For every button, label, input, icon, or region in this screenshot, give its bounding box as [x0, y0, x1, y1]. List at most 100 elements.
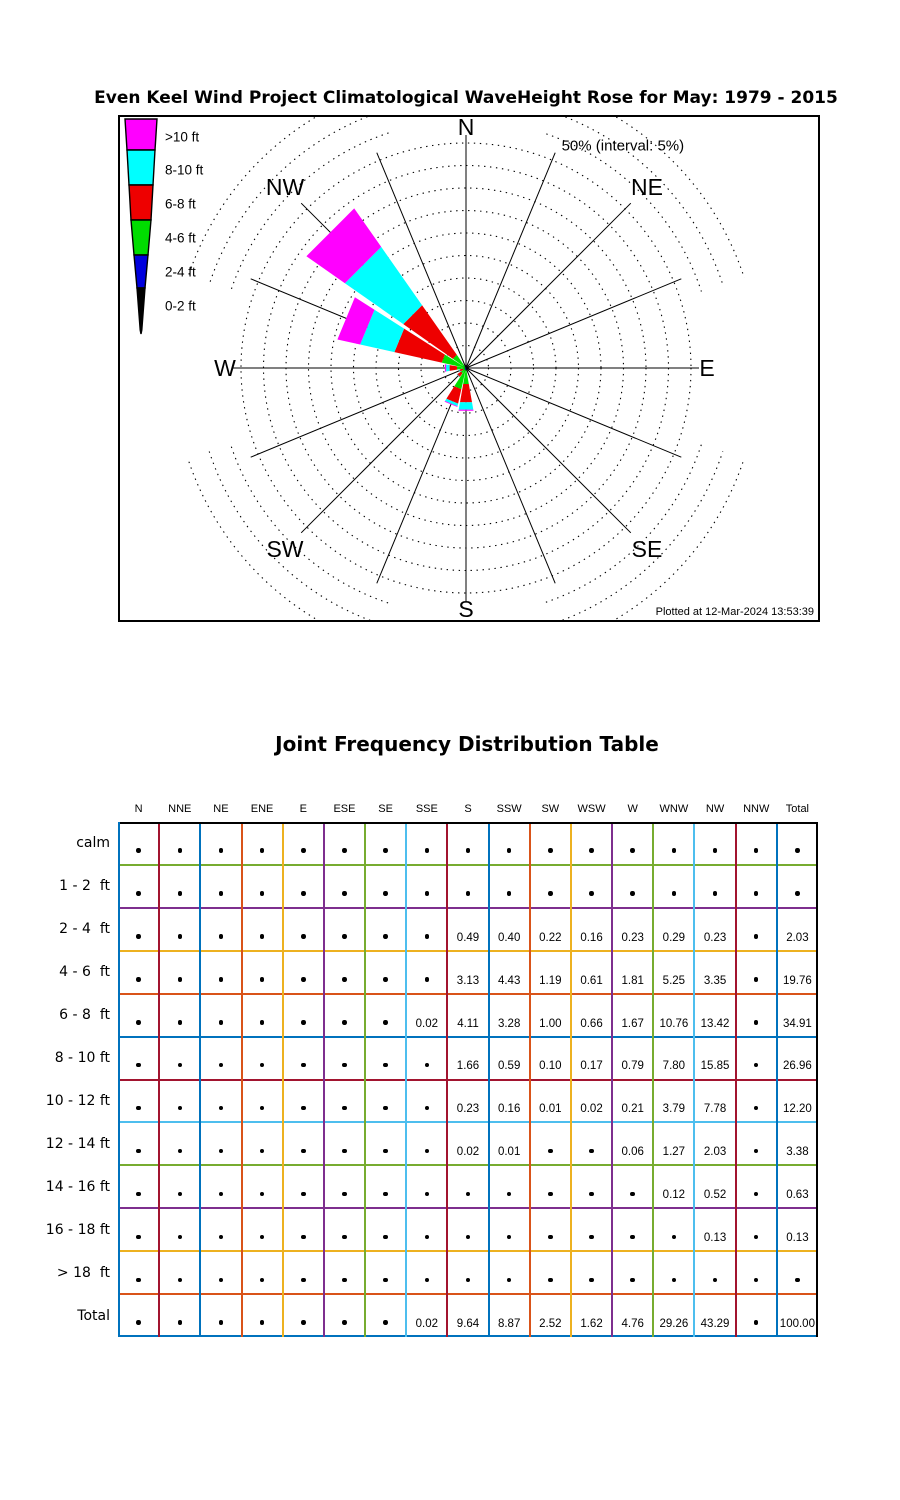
- petal-segment-ssw: [446, 386, 462, 404]
- empty-value-dot: [218, 1105, 224, 1111]
- empty-value-dot: [589, 1277, 594, 1283]
- petal-segment-ssw: [454, 369, 466, 390]
- empty-value-dot: [177, 1020, 182, 1025]
- table-cell: [200, 1080, 241, 1123]
- table-cell: 2.52: [530, 1294, 571, 1337]
- table-cell: [283, 1080, 324, 1123]
- empty-value-dot: [506, 1277, 512, 1283]
- spoke: [300, 367, 467, 534]
- table-cell: [324, 1165, 365, 1208]
- compass-label-e: E: [699, 355, 714, 381]
- table-cell: [777, 822, 818, 865]
- table-cell: [200, 1294, 241, 1337]
- table-cell: [653, 822, 694, 865]
- cell-value: 19.76: [783, 974, 812, 987]
- table-cell: 13.42: [694, 994, 735, 1037]
- grid-line-h: [118, 1078, 818, 1081]
- table-cell: [365, 994, 406, 1037]
- empty-value-dot: [465, 848, 471, 853]
- empty-value-dot: [753, 1148, 759, 1154]
- table-cell: [200, 1208, 241, 1251]
- empty-value-dot: [383, 1148, 388, 1154]
- empty-value-dot: [795, 1277, 800, 1283]
- table-cell: [200, 822, 241, 865]
- table-cell: [530, 1251, 571, 1294]
- empty-value-dot: [630, 1277, 635, 1283]
- empty-value-dot: [136, 1062, 141, 1068]
- table-cell: [612, 1165, 653, 1208]
- spoke: [376, 152, 467, 369]
- cell-value: 0.66: [580, 1017, 603, 1030]
- legend-swatch: [126, 149, 156, 186]
- table-cell: 1.62: [571, 1294, 612, 1337]
- table-cell: 4.76: [612, 1294, 653, 1337]
- empty-value-dot: [301, 1320, 306, 1325]
- table-cell: 0.29: [653, 908, 694, 951]
- table-cell: [406, 822, 447, 865]
- petal-segment-sw: [456, 374, 460, 378]
- scale-label: 50% (interval: 5%): [562, 137, 685, 154]
- empty-value-dot: [259, 1234, 265, 1240]
- table-cell: [489, 822, 530, 865]
- empty-value-dot: [301, 1277, 306, 1283]
- table-cell: [159, 1251, 200, 1294]
- table-cell: [571, 1251, 612, 1294]
- grid-line-v: [158, 822, 161, 1337]
- table-cell: [283, 1037, 324, 1080]
- table-cell: [324, 865, 365, 908]
- cell-value: 0.52: [703, 1189, 727, 1202]
- legend-swatch: [130, 219, 152, 256]
- table-cell: [283, 1251, 324, 1294]
- cell-value: 0.61: [580, 974, 603, 987]
- row-label: 4 - 6 ft: [59, 964, 110, 981]
- empty-value-dot: [301, 1234, 306, 1240]
- table-cell: [159, 1294, 200, 1337]
- petal-segment-sw: [460, 368, 466, 374]
- empty-value-dot: [136, 1191, 141, 1197]
- table-cell: [324, 1122, 365, 1165]
- joint-frequency-table: N NNE NE ENE E ESE SE SSE S SSW SW WSW W WNW NW NNW Tota…: [46, 803, 818, 1337]
- empty-value-dot: [383, 1277, 388, 1283]
- cell-value: 0.16: [580, 931, 603, 944]
- table-cell: 1.19: [530, 951, 571, 994]
- empty-value-dot: [259, 934, 265, 939]
- cell-value: 0.17: [580, 1060, 603, 1073]
- spoke: [250, 367, 467, 458]
- petal-segment-s: [460, 384, 472, 403]
- petal-segment-wsw: [459, 369, 461, 372]
- table-cell: [406, 1080, 447, 1123]
- table-cell: [283, 994, 324, 1037]
- table-cell: [694, 1251, 735, 1294]
- table-cell: [489, 865, 530, 908]
- table-cell: 0.06: [612, 1122, 653, 1165]
- empty-value-dot: [548, 1148, 553, 1154]
- cell-value: 8.87: [497, 1317, 521, 1330]
- table-cell: [406, 1037, 447, 1080]
- row-label: 2 - 4 ft: [59, 921, 110, 938]
- table-cell: [118, 1208, 159, 1251]
- table-cell: [324, 951, 365, 994]
- cell-value: 2.03: [786, 931, 809, 944]
- table-cell: [489, 1165, 530, 1208]
- table-cell: [365, 822, 406, 865]
- cell-value: 0.21: [621, 1103, 644, 1116]
- empty-value-dot: [589, 1191, 594, 1197]
- cell-value: 3.38: [786, 1146, 809, 1159]
- empty-value-dot: [548, 1234, 553, 1240]
- empty-value-dot: [383, 1234, 388, 1240]
- table-cell: 0.79: [612, 1037, 653, 1080]
- empty-value-dot: [136, 1320, 141, 1325]
- empty-value-dot: [177, 1277, 182, 1283]
- petal-segment-sw: [457, 371, 463, 377]
- empty-value-dot: [301, 934, 306, 939]
- cell-value: 0.23: [703, 931, 727, 944]
- table-cell: 0.02: [406, 1294, 447, 1337]
- table-cell: [283, 1122, 324, 1165]
- empty-value-dot: [259, 891, 265, 896]
- empty-value-dot: [342, 848, 347, 853]
- table-cell: 3.35: [694, 951, 735, 994]
- table-cell: 1.00: [530, 994, 571, 1037]
- row-label: 10 - 12 ft: [45, 1092, 110, 1109]
- table-cell: [447, 822, 488, 865]
- table-cell: [489, 1208, 530, 1251]
